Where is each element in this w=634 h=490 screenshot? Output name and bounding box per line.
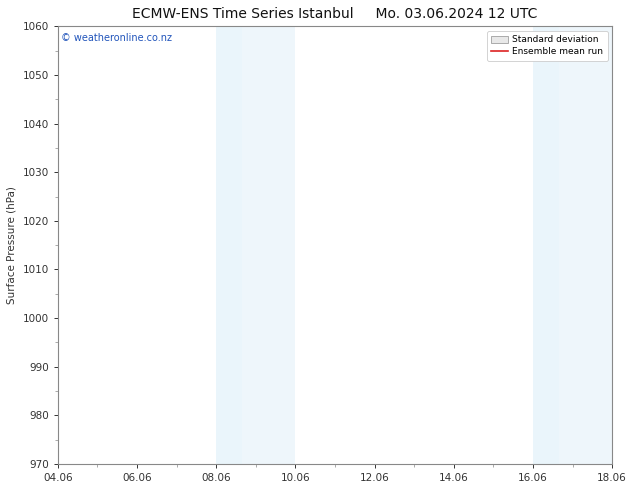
Bar bbox=[559, 26, 612, 464]
Text: © weatheronline.co.nz: © weatheronline.co.nz bbox=[61, 33, 172, 43]
Y-axis label: Surface Pressure (hPa): Surface Pressure (hPa) bbox=[7, 186, 17, 304]
Bar bbox=[242, 26, 295, 464]
Legend: Standard deviation, Ensemble mean run: Standard deviation, Ensemble mean run bbox=[487, 31, 607, 61]
Title: ECMW-ENS Time Series Istanbul     Mo. 03.06.2024 12 UTC: ECMW-ENS Time Series Istanbul Mo. 03.06.… bbox=[133, 7, 538, 21]
Bar bbox=[216, 26, 242, 464]
Bar bbox=[533, 26, 559, 464]
